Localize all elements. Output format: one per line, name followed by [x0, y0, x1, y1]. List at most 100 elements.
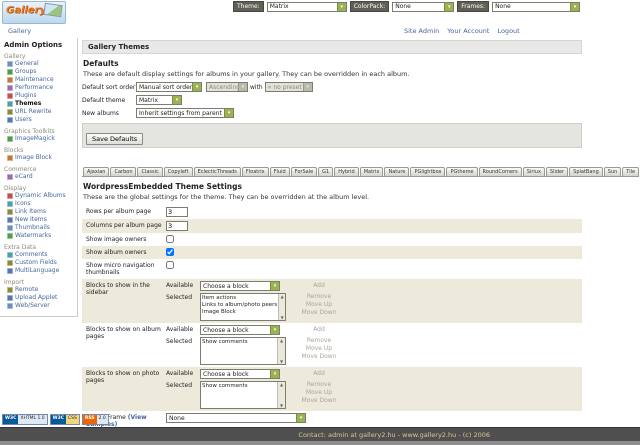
- show-image-owners-checkbox[interactable]: [166, 235, 174, 243]
- available-blocks-select[interactable]: Choose a block ▾: [200, 369, 280, 379]
- rows-per-album-input[interactable]: [166, 207, 188, 217]
- sidebar-item-watermarks[interactable]: Watermarks: [4, 232, 75, 240]
- tab-forsale[interactable]: ForSale: [290, 167, 318, 176]
- your-account-link[interactable]: Your Account: [447, 27, 490, 35]
- add-block-button[interactable]: Add: [313, 370, 325, 377]
- sidebar-item-general[interactable]: General: [4, 60, 75, 68]
- save-defaults-button[interactable]: Save Defaults: [86, 133, 144, 145]
- sidebar-item-image-block[interactable]: Image Block: [4, 154, 75, 162]
- scroll-up-icon[interactable]: ▲: [280, 294, 284, 299]
- remove-block-button[interactable]: Remove: [306, 337, 332, 344]
- move-down-button[interactable]: Move Down: [301, 353, 337, 360]
- sidebar-item-themes[interactable]: Themes: [4, 100, 75, 108]
- show-album-owners-checkbox[interactable]: [166, 248, 174, 256]
- sidebar-item-plugins[interactable]: Plugins: [4, 92, 75, 100]
- topbar-theme-select[interactable]: Matrix ▾: [266, 1, 347, 12]
- sidebar-item-remote[interactable]: Remote: [4, 286, 75, 294]
- album-frame-select[interactable]: None ▾: [166, 413, 306, 423]
- remove-block-button[interactable]: Remove: [306, 293, 332, 300]
- selected-blocks-listbox[interactable]: Show comments ▲ ▼: [200, 337, 286, 365]
- sidebar-item-link-items[interactable]: Link Items: [4, 208, 75, 216]
- sidebar-item-performance[interactable]: Performance: [4, 84, 75, 92]
- list-item[interactable]: Show comments: [202, 339, 248, 345]
- sidebar-item-imagemagick[interactable]: ImageMagick: [4, 135, 75, 143]
- available-blocks-select[interactable]: Choose a block ▾: [200, 325, 280, 335]
- theme-chip-label: Theme:: [233, 1, 264, 12]
- site-admin-link[interactable]: Site Admin: [404, 27, 440, 35]
- list-item[interactable]: Image Block: [202, 309, 236, 315]
- sidebar-item-groups[interactable]: Groups: [4, 68, 75, 76]
- tab-ajaxian[interactable]: Ajaxian: [83, 167, 110, 176]
- tab-tile[interactable]: Tile: [622, 167, 639, 176]
- scroll-up-icon[interactable]: ▲: [279, 382, 284, 387]
- tab-fluid[interactable]: Fluid: [269, 167, 290, 176]
- sidebar-item-upload-applet[interactable]: Upload Applet: [4, 294, 75, 302]
- sort-preset-select[interactable]: « no preset » ▾: [264, 82, 313, 92]
- add-block-button[interactable]: Add: [313, 326, 325, 333]
- sidebar-item-multilanguage[interactable]: MultiLanguage: [4, 267, 75, 275]
- tab-roundcorners[interactable]: RoundCorners: [478, 167, 522, 176]
- tab-sun[interactable]: Sun: [603, 167, 622, 176]
- scroll-down-icon[interactable]: ▼: [279, 359, 284, 364]
- logout-link[interactable]: Logout: [497, 27, 520, 35]
- tab-pgtheme[interactable]: PGtheme: [446, 167, 478, 176]
- sidebar-item-custom-fields[interactable]: Custom Fields: [4, 259, 75, 267]
- list-item[interactable]: Links to album/photo peers: [202, 302, 278, 308]
- sidebar-item-users[interactable]: Users: [4, 116, 75, 124]
- tab-g1[interactable]: G1: [318, 167, 334, 176]
- sidebar-item-icons[interactable]: Icons: [4, 200, 75, 208]
- new-albums-select[interactable]: Inherit settings from parent album ▾: [136, 108, 234, 118]
- sidebar-item-maintenance[interactable]: Maintenance: [4, 76, 75, 84]
- tab-matrix[interactable]: Matrix: [359, 167, 384, 176]
- gallery-logo[interactable]: Gallery: [2, 1, 66, 24]
- listbox-scrollbar[interactable]: ▲ ▼: [277, 382, 285, 408]
- tab-nature[interactable]: Nature: [384, 167, 410, 176]
- breadcrumb-gallery-link[interactable]: Gallery: [8, 27, 32, 35]
- available-blocks-select[interactable]: Choose a block ▾: [200, 281, 280, 291]
- default-theme-select[interactable]: Matrix ▾: [136, 95, 182, 105]
- add-block-button[interactable]: Add: [313, 282, 325, 289]
- show-micro-nav-checkbox[interactable]: [166, 261, 174, 269]
- move-up-button[interactable]: Move Up: [305, 301, 333, 308]
- sidebar-item-dynamic-albums[interactable]: Dynamic Albums: [4, 192, 75, 200]
- list-item[interactable]: Item actions: [202, 295, 237, 301]
- topbar-frames-select[interactable]: None ▾: [492, 1, 581, 12]
- sidebar-item-comments[interactable]: Comments: [4, 251, 75, 259]
- rss-badge[interactable]: RSS 2.0: [81, 414, 109, 425]
- remove-block-button[interactable]: Remove: [306, 381, 332, 388]
- sidebar-item-web-server[interactable]: Web/Server: [4, 302, 75, 310]
- sort-direction-select[interactable]: Ascending ▾: [206, 82, 248, 92]
- sidebar-item-url-rewrite[interactable]: URL Rewrite: [4, 108, 75, 116]
- tab-pglightbox[interactable]: PGlightbox: [410, 167, 446, 176]
- topbar-colorpack-select[interactable]: None ▾: [392, 1, 455, 12]
- sort-order-select[interactable]: Manual sort order ▾: [136, 82, 202, 92]
- sidebar-item-thumbnails[interactable]: Thumbnails: [4, 224, 75, 232]
- tab-classic[interactable]: Classic: [137, 167, 163, 176]
- tab-hybrid[interactable]: Hybrid: [334, 167, 359, 176]
- sidebar-item-new-items[interactable]: New Items: [4, 216, 75, 224]
- dropdown-arrow-icon: ▾: [270, 326, 279, 334]
- move-up-button[interactable]: Move Up: [305, 345, 333, 352]
- tab-carbon[interactable]: Carbon: [110, 167, 137, 176]
- listbox-scrollbar[interactable]: ▲ ▼: [278, 294, 285, 320]
- listbox-scrollbar[interactable]: ▲ ▼: [277, 338, 285, 364]
- scroll-down-icon[interactable]: ▼: [280, 315, 284, 320]
- xhtml-valid-badge[interactable]: W3C XHTML 1.0: [2, 414, 48, 425]
- scroll-up-icon[interactable]: ▲: [279, 338, 284, 343]
- tab-slider[interactable]: Slider: [545, 167, 569, 176]
- tab-splatbang[interactable]: SplatBang: [569, 167, 603, 176]
- move-down-button[interactable]: Move Down: [301, 397, 337, 404]
- tab-siriux[interactable]: Siriux: [522, 167, 545, 176]
- tab-eclecticthreads[interactable]: EclecticThreads: [193, 167, 241, 176]
- selected-blocks-listbox[interactable]: Item actions Links to album/photo peers …: [200, 293, 286, 321]
- move-down-button[interactable]: Move Down: [301, 309, 337, 316]
- move-up-button[interactable]: Move Up: [305, 389, 333, 396]
- sidebar-item-ecard[interactable]: eCard: [4, 173, 75, 181]
- tab-copyleft[interactable]: Copyleft: [163, 167, 193, 176]
- tab-floatrix[interactable]: Floatrix: [241, 167, 269, 176]
- columns-per-album-input[interactable]: [166, 221, 188, 231]
- css-valid-badge[interactable]: W3C CSS: [49, 414, 80, 425]
- selected-blocks-listbox[interactable]: Show comments ▲ ▼: [200, 381, 286, 409]
- list-item[interactable]: Show comments: [202, 383, 248, 389]
- scroll-down-icon[interactable]: ▼: [279, 403, 284, 408]
